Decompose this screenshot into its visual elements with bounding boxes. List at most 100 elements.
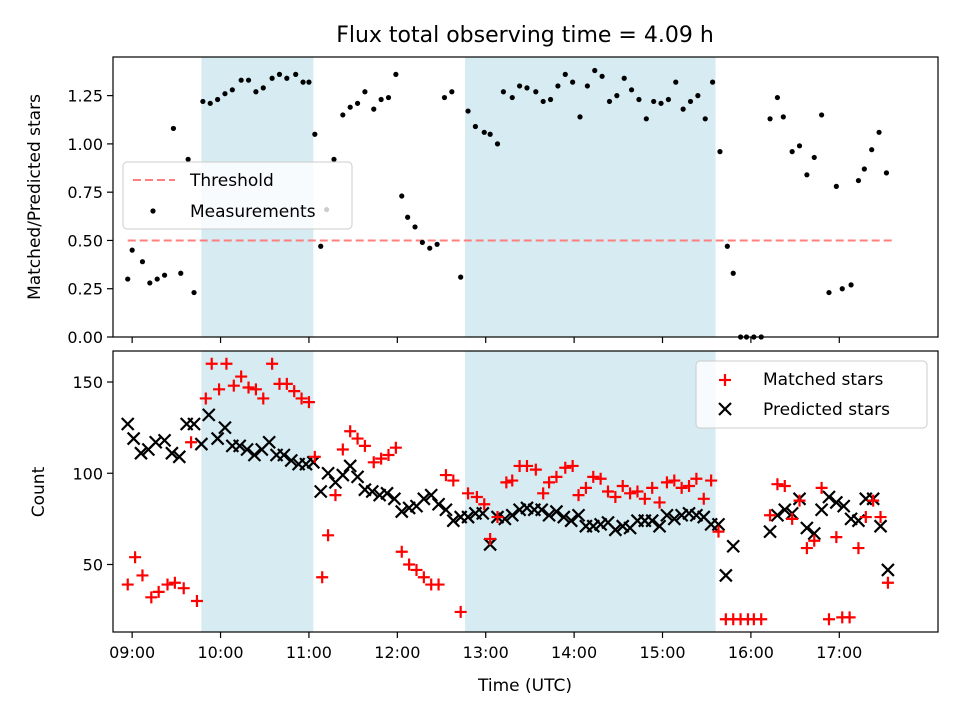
measurement-point bbox=[673, 79, 679, 85]
measurement-point bbox=[125, 276, 131, 282]
measurement-point bbox=[487, 131, 493, 137]
measurement-point bbox=[340, 112, 346, 118]
matched-star-point bbox=[351, 432, 364, 445]
measurement-point bbox=[628, 87, 635, 93]
y-tick-label: 0.75 bbox=[67, 183, 103, 202]
measurement-point bbox=[861, 166, 867, 172]
measurement-point bbox=[517, 83, 523, 89]
y-tick-label: 100 bbox=[72, 464, 103, 483]
top-panel: 0.00 0.25 0.50 0.75 1.00 1.25 Matched/Predict… bbox=[25, 56, 939, 347]
measurement-point bbox=[260, 85, 266, 91]
predicted-star-point bbox=[262, 435, 276, 450]
predicted-star-point bbox=[770, 508, 785, 522]
matched-star-point bbox=[129, 551, 142, 564]
threshold-legend-label: Threshold bbox=[189, 171, 274, 191]
matched-star-point bbox=[447, 474, 460, 487]
measurement-point bbox=[592, 67, 598, 74]
predicted-star-point bbox=[165, 446, 179, 460]
predicted-star-point bbox=[498, 512, 512, 526]
predicted-star-point bbox=[645, 513, 659, 528]
measurement-point bbox=[306, 79, 312, 85]
predicted-star-point bbox=[446, 513, 461, 528]
predicted-star-point bbox=[424, 488, 438, 502]
predicted-star-point bbox=[800, 521, 814, 535]
predicted-star-point bbox=[387, 492, 402, 506]
measurement-point bbox=[238, 77, 244, 83]
measurement-point bbox=[185, 156, 191, 162]
x-tick-label: 14:00 bbox=[551, 643, 597, 662]
matched-star-point bbox=[432, 578, 445, 591]
predicted-star-point bbox=[608, 523, 623, 537]
matched-star-point bbox=[793, 494, 806, 507]
matched-star-point bbox=[308, 450, 321, 463]
predicted-star-point bbox=[571, 508, 586, 522]
measurement-point bbox=[191, 289, 197, 296]
measurement-point bbox=[533, 89, 539, 95]
measurement-point bbox=[465, 108, 471, 114]
matched-star-point bbox=[136, 569, 149, 582]
predicted-star-point bbox=[667, 512, 682, 526]
measurement-point bbox=[577, 114, 583, 120]
matched-star-point bbox=[859, 511, 872, 524]
top-legend-box bbox=[122, 161, 353, 230]
matched-star-point bbox=[316, 571, 329, 584]
predicted-star-point bbox=[763, 524, 777, 539]
matched-star-point bbox=[235, 370, 248, 383]
measurement-point bbox=[876, 129, 882, 135]
predicted-star-point bbox=[277, 448, 291, 462]
x-tick-label: 12:00 bbox=[374, 643, 420, 662]
predicted-star-point bbox=[321, 466, 335, 481]
measurement-point bbox=[449, 89, 455, 95]
measurement-point bbox=[724, 243, 730, 249]
matched-star-point bbox=[242, 381, 255, 394]
matched-star-point bbox=[506, 474, 519, 487]
predicted-star-point bbox=[807, 526, 822, 541]
measurement-point bbox=[362, 89, 368, 95]
measurement-point bbox=[621, 75, 627, 81]
predicted-star-point bbox=[660, 508, 674, 522]
predicted-star-point bbox=[822, 490, 836, 504]
matched-star-point bbox=[520, 459, 533, 472]
measurement-point bbox=[500, 89, 507, 95]
measurement-point bbox=[494, 141, 501, 147]
matched-star-point bbox=[302, 396, 315, 409]
matched-star-point bbox=[227, 379, 240, 392]
x-tick-label: 15:00 bbox=[639, 643, 685, 662]
predicted-star-point bbox=[873, 519, 888, 533]
matched-star-point bbox=[559, 461, 572, 474]
predicted-legend-label: Predicted stars bbox=[763, 400, 890, 420]
top-legend: Threshold Measurements bbox=[122, 161, 353, 230]
measurement-point bbox=[547, 96, 554, 103]
predicted-star-point bbox=[365, 484, 380, 499]
predicted-star-point bbox=[380, 486, 394, 501]
predicted-star-point bbox=[218, 420, 232, 435]
bottom-axes-frame bbox=[112, 350, 939, 633]
matched-star-point bbox=[579, 481, 592, 494]
matched-star-point bbox=[375, 452, 388, 465]
measurements-legend-swatch bbox=[150, 208, 156, 214]
predicted-star-point bbox=[350, 470, 365, 484]
measurement-point bbox=[599, 73, 605, 79]
measurement-point bbox=[883, 170, 890, 176]
predicted-star-point bbox=[394, 504, 409, 519]
measurement-point bbox=[839, 286, 845, 292]
matched-star-point bbox=[478, 498, 491, 511]
predicted-star-point bbox=[726, 539, 741, 554]
measurement-point bbox=[869, 147, 875, 153]
matched-star-point bbox=[697, 492, 710, 505]
measurement-point bbox=[584, 83, 590, 89]
matched-star-point bbox=[417, 571, 430, 584]
matched-star-point bbox=[755, 613, 768, 626]
measurement-point bbox=[312, 131, 318, 137]
measurement-point bbox=[643, 116, 649, 122]
x-axis-label: Time (UTC) bbox=[477, 676, 572, 696]
measurement-point bbox=[540, 98, 546, 105]
y-tick-label: 50 bbox=[83, 555, 103, 574]
matched-star-point bbox=[572, 489, 585, 502]
predicted-star-point bbox=[417, 492, 431, 506]
measurement-point bbox=[658, 100, 664, 106]
predicted-star-point bbox=[210, 431, 225, 446]
measurement-point bbox=[300, 79, 306, 85]
matched-star-point bbox=[410, 563, 423, 576]
matched-star-point bbox=[395, 545, 408, 558]
